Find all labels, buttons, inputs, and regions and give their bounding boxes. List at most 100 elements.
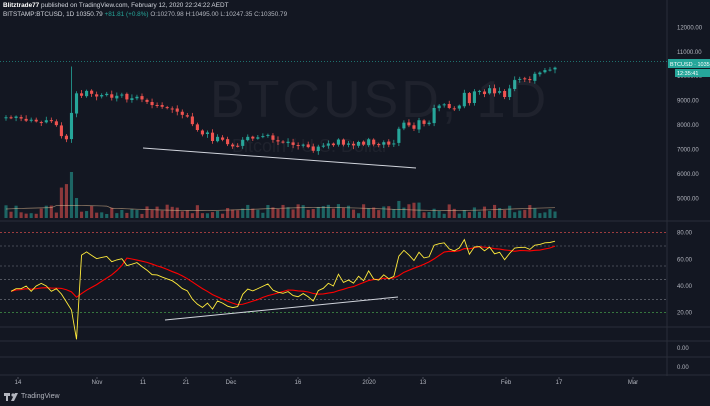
- volume-bar: [215, 210, 220, 218]
- volume-bar: [4, 205, 8, 218]
- volume-bar: [165, 204, 169, 218]
- candle-body: [296, 145, 300, 147]
- candle-body: [367, 139, 371, 146]
- volume-bar: [492, 204, 497, 218]
- candle-body: [49, 120, 53, 122]
- volume-bar: [180, 211, 184, 218]
- candle-body: [85, 90, 89, 97]
- time-axis-label: Feb: [501, 380, 512, 386]
- volume-bar: [467, 212, 471, 218]
- volume-bar: [140, 213, 144, 218]
- time-axis-label: Mar: [628, 380, 638, 386]
- volume-bar: [150, 209, 154, 218]
- candle-body: [402, 122, 406, 129]
- candle-body: [362, 141, 366, 145]
- ohlc-values: O:10270.98 H:10495.00 L:10247.35 C:10350…: [150, 11, 288, 18]
- candle-body: [140, 96, 144, 100]
- candle-body: [397, 128, 401, 143]
- volume-bar: [39, 208, 43, 218]
- volume-bar: [130, 209, 134, 218]
- volume-bar: [34, 213, 38, 218]
- volume-bar: [498, 208, 502, 218]
- volume-bar: [29, 213, 33, 218]
- candle-body: [205, 132, 210, 134]
- candle-body: [261, 136, 265, 138]
- rsi-axis-tick: 40.00: [677, 284, 693, 290]
- candle-body: [165, 107, 169, 109]
- volume-bar: [79, 211, 84, 218]
- candle-body: [487, 88, 492, 94]
- volume-bar: [472, 207, 476, 218]
- volume-bar: [281, 204, 285, 218]
- candle-body: [377, 144, 381, 146]
- candle-body: [301, 144, 305, 146]
- volume-bar: [543, 212, 547, 218]
- volume-bar: [54, 212, 58, 218]
- countdown-label: 12:35:41: [677, 71, 698, 77]
- candle-body: [64, 135, 69, 140]
- tradingview-logo[interactable]: TradingView: [4, 392, 60, 401]
- candle-body: [427, 122, 431, 125]
- candle-body: [528, 79, 532, 81]
- volume-bar: [105, 213, 109, 218]
- volume-bar: [100, 212, 104, 218]
- volume-bar: [256, 209, 260, 218]
- candle-body: [236, 145, 240, 147]
- volume-bar: [457, 213, 461, 218]
- candle-body: [34, 119, 38, 122]
- rsi-ma-line: [10, 245, 556, 306]
- candle-body: [457, 105, 461, 109]
- volume-bar: [513, 212, 517, 218]
- candle-body: [533, 73, 537, 81]
- candle-body: [286, 141, 290, 144]
- volume-bar: [487, 210, 492, 218]
- volume-bar: [432, 208, 436, 218]
- candle-body: [291, 142, 295, 145]
- watermark-symbol: BTCUSD, 1D: [210, 71, 550, 129]
- volume-bar: [301, 205, 305, 218]
- time-axis-label: 13: [420, 380, 427, 386]
- candle-body: [311, 146, 315, 151]
- volume-bar: [351, 209, 356, 218]
- candle-body: [145, 99, 149, 102]
- volume-bar: [195, 205, 199, 218]
- candle-body: [538, 72, 542, 75]
- candle-body: [316, 146, 320, 152]
- volume-bar: [170, 206, 174, 218]
- candle-body: [372, 139, 376, 145]
- candle-body: [150, 102, 154, 106]
- symbol-line: BITSTAMP:BTCUSD, 1D 10350.79 +81.81 (+0.…: [3, 11, 287, 18]
- symbol-label[interactable]: BITSTAMP:BTCUSD, 1D: [3, 11, 75, 18]
- candle-body: [226, 139, 230, 145]
- last-price-label: BTCUSD · 10350.79: [670, 62, 710, 68]
- countdown-label-bg: [675, 69, 710, 77]
- volume-bar: [341, 207, 346, 218]
- candle-body: [251, 136, 255, 139]
- volume-bar: [407, 204, 411, 218]
- volume-bar: [19, 212, 23, 218]
- rsi-trendline: [164, 296, 399, 321]
- tradingview-brand: TradingView: [21, 393, 60, 400]
- volume-bar: [447, 204, 451, 218]
- volume-bar: [412, 202, 416, 218]
- time-axis-label: Nov: [92, 380, 103, 386]
- candle-body: [69, 112, 74, 140]
- candle-body: [422, 120, 426, 124]
- candle-body: [523, 78, 527, 80]
- volume-bar: [120, 209, 124, 218]
- pane3-axis-tick: 0.00: [677, 346, 689, 352]
- publisher-name[interactable]: Blitztrade77: [3, 2, 40, 9]
- price-axis-tick: 5000.00: [677, 196, 699, 202]
- candle-body: [90, 90, 94, 94]
- candle-body: [306, 144, 310, 148]
- volume-bar: [331, 208, 335, 218]
- candle-body: [276, 140, 280, 142]
- candle-body: [271, 135, 275, 140]
- volume-bar: [528, 205, 532, 218]
- candle-body: [482, 91, 487, 95]
- volume-bar: [95, 212, 99, 218]
- rsi-axis-tick: 20.00: [677, 311, 693, 317]
- candle-body: [341, 139, 346, 145]
- rsi-axis-tick: 80.00: [677, 231, 693, 237]
